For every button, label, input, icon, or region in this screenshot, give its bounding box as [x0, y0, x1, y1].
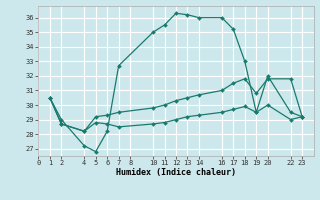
X-axis label: Humidex (Indice chaleur): Humidex (Indice chaleur): [116, 168, 236, 177]
